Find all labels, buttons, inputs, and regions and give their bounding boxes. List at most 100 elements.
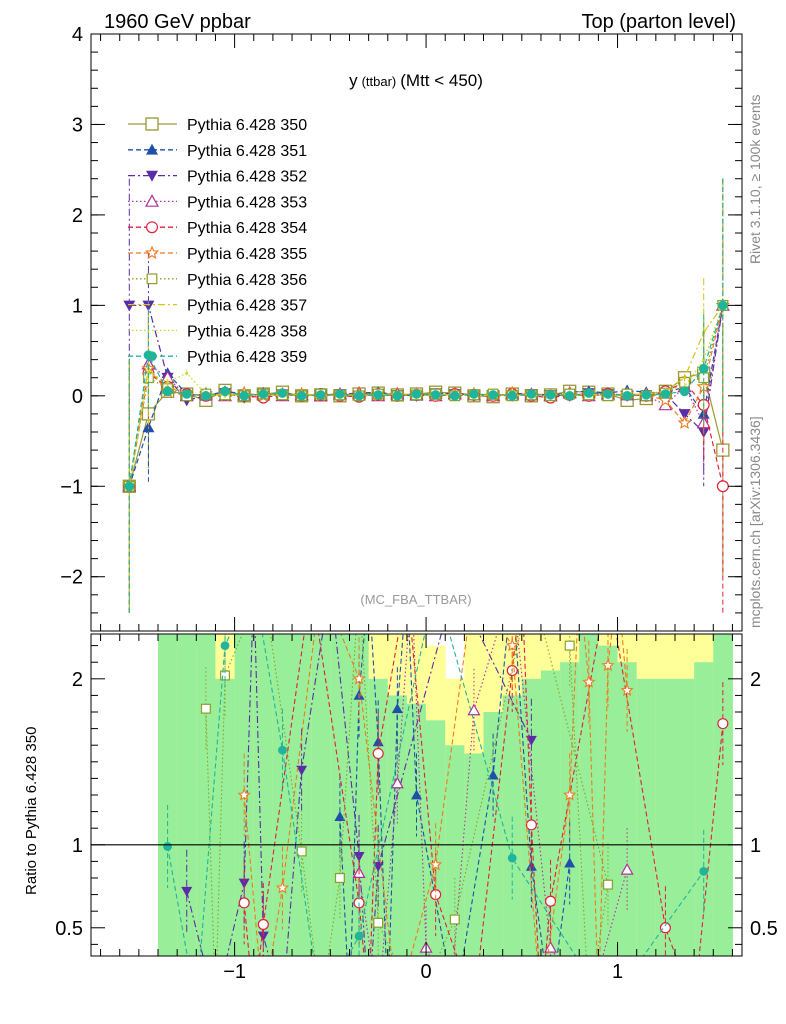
main-point — [430, 390, 441, 400]
plot-title: y (ttbar) (Mtt < 450) — [349, 71, 483, 90]
main-ytick-label: −1 — [60, 476, 83, 498]
main-point — [641, 390, 652, 400]
header-left: 1960 GeV ppbar — [104, 11, 251, 33]
ratio-point — [238, 897, 250, 909]
ratio-band-green — [177, 634, 197, 956]
rivet-label: Rivet 3.1.10, ≥ 100k events — [747, 94, 763, 264]
main-ytick-label: −2 — [60, 567, 83, 589]
main-series-line — [128, 372, 724, 487]
main-point — [335, 389, 345, 399]
main-point — [564, 391, 575, 401]
main-point — [660, 389, 671, 399]
legend-entry: Pythia 6.428 357 — [128, 298, 307, 315]
main-series-group — [122, 178, 730, 613]
ratio-point — [525, 819, 537, 831]
ratio-point — [372, 747, 384, 760]
legend-entry: Pythia 6.428 358 — [128, 323, 307, 340]
mcplots-label: mcplots.cern.ch [arXiv:1306.3436] — [747, 416, 763, 628]
legend-label: Pythia 6.428 358 — [187, 323, 307, 340]
ratio-point — [278, 745, 287, 755]
main-panel: −2 −1 0 1 2 3 4 y (ttbar) (Mtt < 450) (MC_FBA_TT… — [60, 24, 743, 632]
legend-label: Pythia 6.428 359 — [187, 349, 307, 366]
main-point — [142, 300, 155, 312]
legend-label: Pythia 6.428 351 — [187, 143, 307, 160]
ratio-point — [257, 931, 269, 942]
legend-marker — [146, 221, 159, 234]
main-ytick-label: 4 — [72, 24, 83, 46]
main-point — [124, 481, 135, 492]
ratio-series-5 — [237, 634, 634, 956]
main-point — [258, 389, 269, 399]
ratio-band-green — [655, 678, 676, 956]
ratio-point — [659, 922, 671, 934]
legend-marker — [146, 170, 158, 182]
ratio-band-green — [311, 634, 331, 956]
legend-entry: Pythia 6.428 351 — [128, 143, 307, 160]
ratio-axes: 0.5 0.5 1 1 2 2 −1 0 1 — [55, 634, 778, 983]
ratio-band-green — [713, 634, 733, 956]
ratio-point — [564, 640, 575, 651]
ratio-point — [411, 789, 422, 800]
xtick-label: 0 — [421, 961, 432, 983]
ratio-point — [391, 703, 403, 714]
ratio-series-line — [339, 634, 571, 956]
main-point — [698, 363, 709, 374]
ratio-series-1 — [334, 634, 576, 956]
legend-entry: Pythia 6.428 359 — [128, 349, 307, 366]
main-point — [239, 391, 249, 401]
ratio-point — [275, 880, 290, 894]
legend-marker — [147, 351, 157, 362]
ratio-point — [601, 658, 615, 672]
ratio-band-green — [272, 634, 293, 956]
ratio-point — [220, 641, 230, 651]
main-point — [469, 389, 479, 399]
ratio-point — [487, 769, 499, 780]
ratio-ytick-label: 1 — [72, 835, 83, 857]
legend-entry: Pythia 6.428 356 — [128, 272, 307, 289]
main-point — [679, 386, 690, 397]
main-point — [315, 390, 326, 400]
ratio-band-green — [215, 678, 236, 956]
legend-entry: Pythia 6.428 352 — [128, 169, 307, 186]
main-point — [507, 391, 518, 401]
plot-title-sub: (ttbar) — [362, 74, 397, 89]
ratio-point — [620, 862, 634, 875]
ratio-ytick-label-right: 1 — [750, 835, 761, 857]
plot-title-cut: (Mtt < 450) — [400, 71, 483, 90]
ratio-point — [449, 914, 460, 925]
legend-label: Pythia 6.428 357 — [187, 298, 307, 315]
ratio-point — [296, 846, 307, 857]
main-point — [718, 300, 728, 311]
ratio-band-green — [196, 634, 216, 956]
main-ytick-label: 3 — [72, 114, 83, 136]
ratio-band-green — [598, 645, 619, 956]
main-point — [702, 358, 706, 362]
legend-marker — [145, 117, 159, 131]
main-frame — [90, 33, 743, 632]
ratio-ytick-label-right: 2 — [750, 669, 761, 691]
ratio-point — [163, 842, 172, 851]
ratio-point — [354, 931, 364, 941]
main-axes: −2 −1 0 1 2 3 4 — [60, 24, 742, 632]
ratio-band-green — [636, 678, 657, 956]
ratio-panel: 0.5 0.5 1 1 2 2 −1 0 1 Ratio to Pythia 6.428 350 — [23, 633, 778, 983]
legend-entry: Pythia 6.428 355 — [128, 245, 307, 263]
main-point — [545, 390, 556, 400]
main-point — [526, 389, 537, 399]
legend-marker — [146, 273, 158, 285]
ratio-point — [505, 638, 519, 652]
ratio-point — [525, 735, 537, 746]
ratio-point — [507, 853, 517, 863]
ratio-point — [334, 872, 345, 883]
main-series-10 — [124, 178, 728, 613]
ratio-band-green — [445, 745, 465, 956]
main-point — [373, 390, 384, 400]
main-point — [488, 390, 498, 400]
legend-entry: Pythia 6.428 354 — [128, 220, 307, 237]
main-ytick-label: 1 — [72, 295, 83, 317]
ratio-band-green — [579, 634, 599, 956]
ratio-ytick-label-right: 0.5 — [750, 918, 778, 940]
ratio-point — [620, 683, 634, 697]
legend-entry: Pythia 6.428 353 — [128, 194, 307, 211]
